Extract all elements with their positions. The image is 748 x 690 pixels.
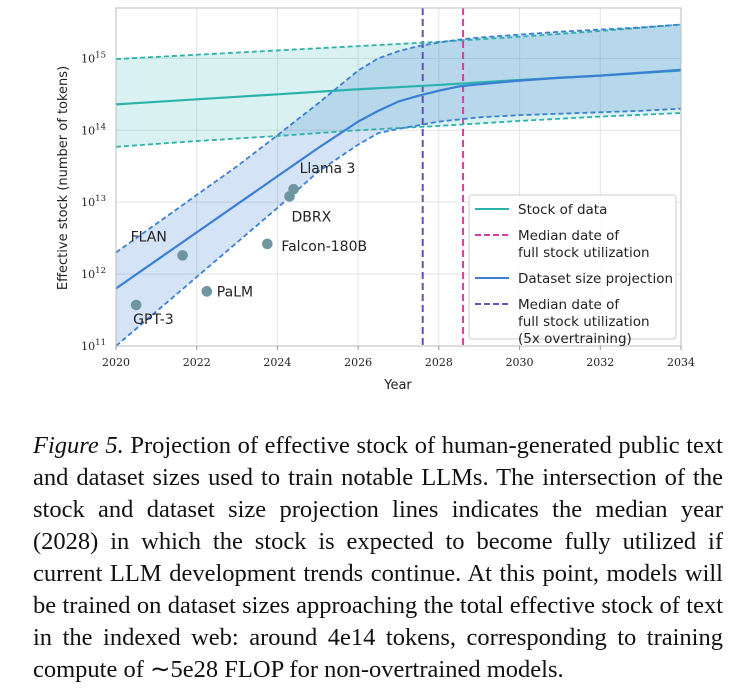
plot-frame: [115, 7, 682, 347]
x-tick-label: 2030: [506, 356, 534, 369]
x-tick-label: 2020: [102, 356, 130, 369]
legend-label-3: (5x overtraining): [518, 331, 632, 347]
y-tick-exponent: 13: [95, 194, 106, 204]
chart: GPT-3 FLAN PaLM Falcon-180B DBRX Llama 3 2020…: [56, 7, 695, 393]
legend-label-1: Median date of: [518, 228, 620, 244]
y-axis-label: Effective stock (number of tokens): [56, 66, 71, 290]
band-dataset-size-projection: [116, 24, 681, 346]
point-label-flan: FLAN: [131, 229, 167, 245]
y-tick-base: 10: [81, 268, 95, 281]
y-tick-exponent: 11: [95, 338, 106, 348]
x-axis-label: Year: [383, 378, 412, 393]
x-tick-label: 2024: [263, 356, 291, 369]
point-label-falcon-180b: Falcon-180B: [281, 239, 367, 255]
legend-label-0: Stock of data: [518, 202, 607, 218]
y-tick-label: 1014: [81, 122, 106, 137]
plot-border: [115, 7, 682, 347]
y-tick-base: 10: [81, 196, 95, 209]
point-label-palm: PaLM: [217, 284, 253, 300]
x-axis-ticks: 2020 2022 2024 2026 2028 2030 2032 2034: [102, 346, 695, 369]
x-tick-label: 2032: [586, 356, 614, 369]
point-label-dbrx: DBRX: [292, 209, 332, 225]
stock-of-data-upper-bound: [115, 23, 682, 60]
model-points: GPT-3 FLAN PaLM Falcon-180B DBRX Llama 3: [131, 161, 368, 328]
y-tick-exponent: 12: [95, 266, 106, 276]
dataset-size-projection-upper-bound: [115, 23, 682, 254]
point-label-llama-3: Llama 3: [300, 161, 356, 177]
band-stock-of-data: [116, 24, 681, 147]
y-tick-base: 10: [81, 52, 95, 65]
point-llama-3: [288, 183, 299, 195]
y-tick-label: 1011: [81, 338, 106, 353]
legend-label-1: full stock utilization: [518, 245, 650, 261]
x-tick-label: 2028: [425, 356, 453, 369]
x-tick-label: 2022: [183, 356, 211, 369]
legend-label-2: Dataset size projection: [518, 271, 673, 287]
x-tick-label: 2034: [667, 356, 695, 369]
figure-caption: Figure 5. Projection of effective stock …: [33, 430, 723, 686]
y-tick-base: 10: [81, 340, 95, 353]
y-tick-label: 1013: [81, 194, 106, 209]
y-tick-exponent: 14: [95, 122, 106, 132]
x-tick-label: 2026: [344, 356, 372, 369]
point-palm: [201, 286, 213, 297]
point-label-gpt-3: GPT-3: [133, 312, 174, 328]
y-tick-label: 1015: [81, 50, 106, 65]
point-gpt-3: [130, 299, 142, 311]
dataset-size-projection-line: [115, 68, 682, 290]
point-flan: [177, 250, 188, 261]
caption-text: Projection of effective stock of human-g…: [33, 432, 723, 683]
point-falcon-180b: [262, 238, 273, 250]
y-tick-base: 10: [81, 124, 95, 137]
dataset-size-projection-lower-bound: [115, 107, 682, 347]
legend-label-3: full stock utilization: [518, 314, 650, 330]
y-tick-label: 1012: [81, 266, 106, 281]
legend-label-3: Median date of: [518, 297, 620, 313]
caption-label: Figure 5.: [33, 432, 124, 459]
uncertainty-bands: [116, 24, 681, 346]
series-lines: [115, 8, 682, 347]
legend-box: [468, 194, 677, 340]
stock-of-data-lower-bound: [115, 112, 682, 148]
y-tick-exponent: 15: [95, 50, 106, 60]
